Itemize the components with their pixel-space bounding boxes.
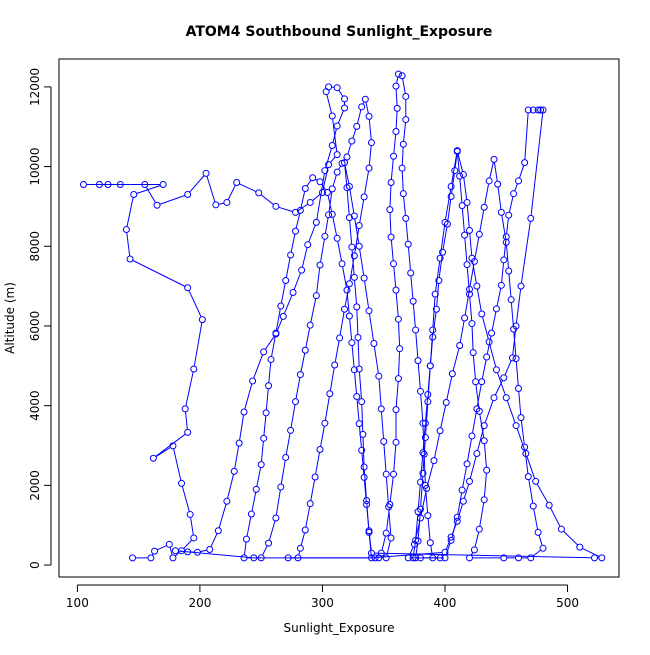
y-axis-label: Altitude (m) [3, 282, 17, 354]
y-tick-label: 4000 [28, 390, 42, 421]
y-tick-label: 6000 [28, 311, 42, 342]
x-tick-label: 100 [66, 596, 89, 610]
y-tick-label: 8000 [28, 231, 42, 262]
chart-title: ATOM4 Southbound Sunlight_Exposure [186, 24, 493, 40]
y-tick-label: 0 [28, 561, 42, 569]
x-tick-label: 200 [188, 596, 211, 610]
y-tick-label: 2000 [28, 470, 42, 501]
y-tick-label: 10000 [28, 147, 42, 185]
x-axis-label: Sunlight_Exposure [284, 621, 395, 635]
y-tick-label: 12000 [28, 68, 42, 106]
x-tick-label: 400 [434, 596, 457, 610]
x-tick-label: 300 [311, 596, 334, 610]
x-tick-label: 500 [556, 596, 579, 610]
